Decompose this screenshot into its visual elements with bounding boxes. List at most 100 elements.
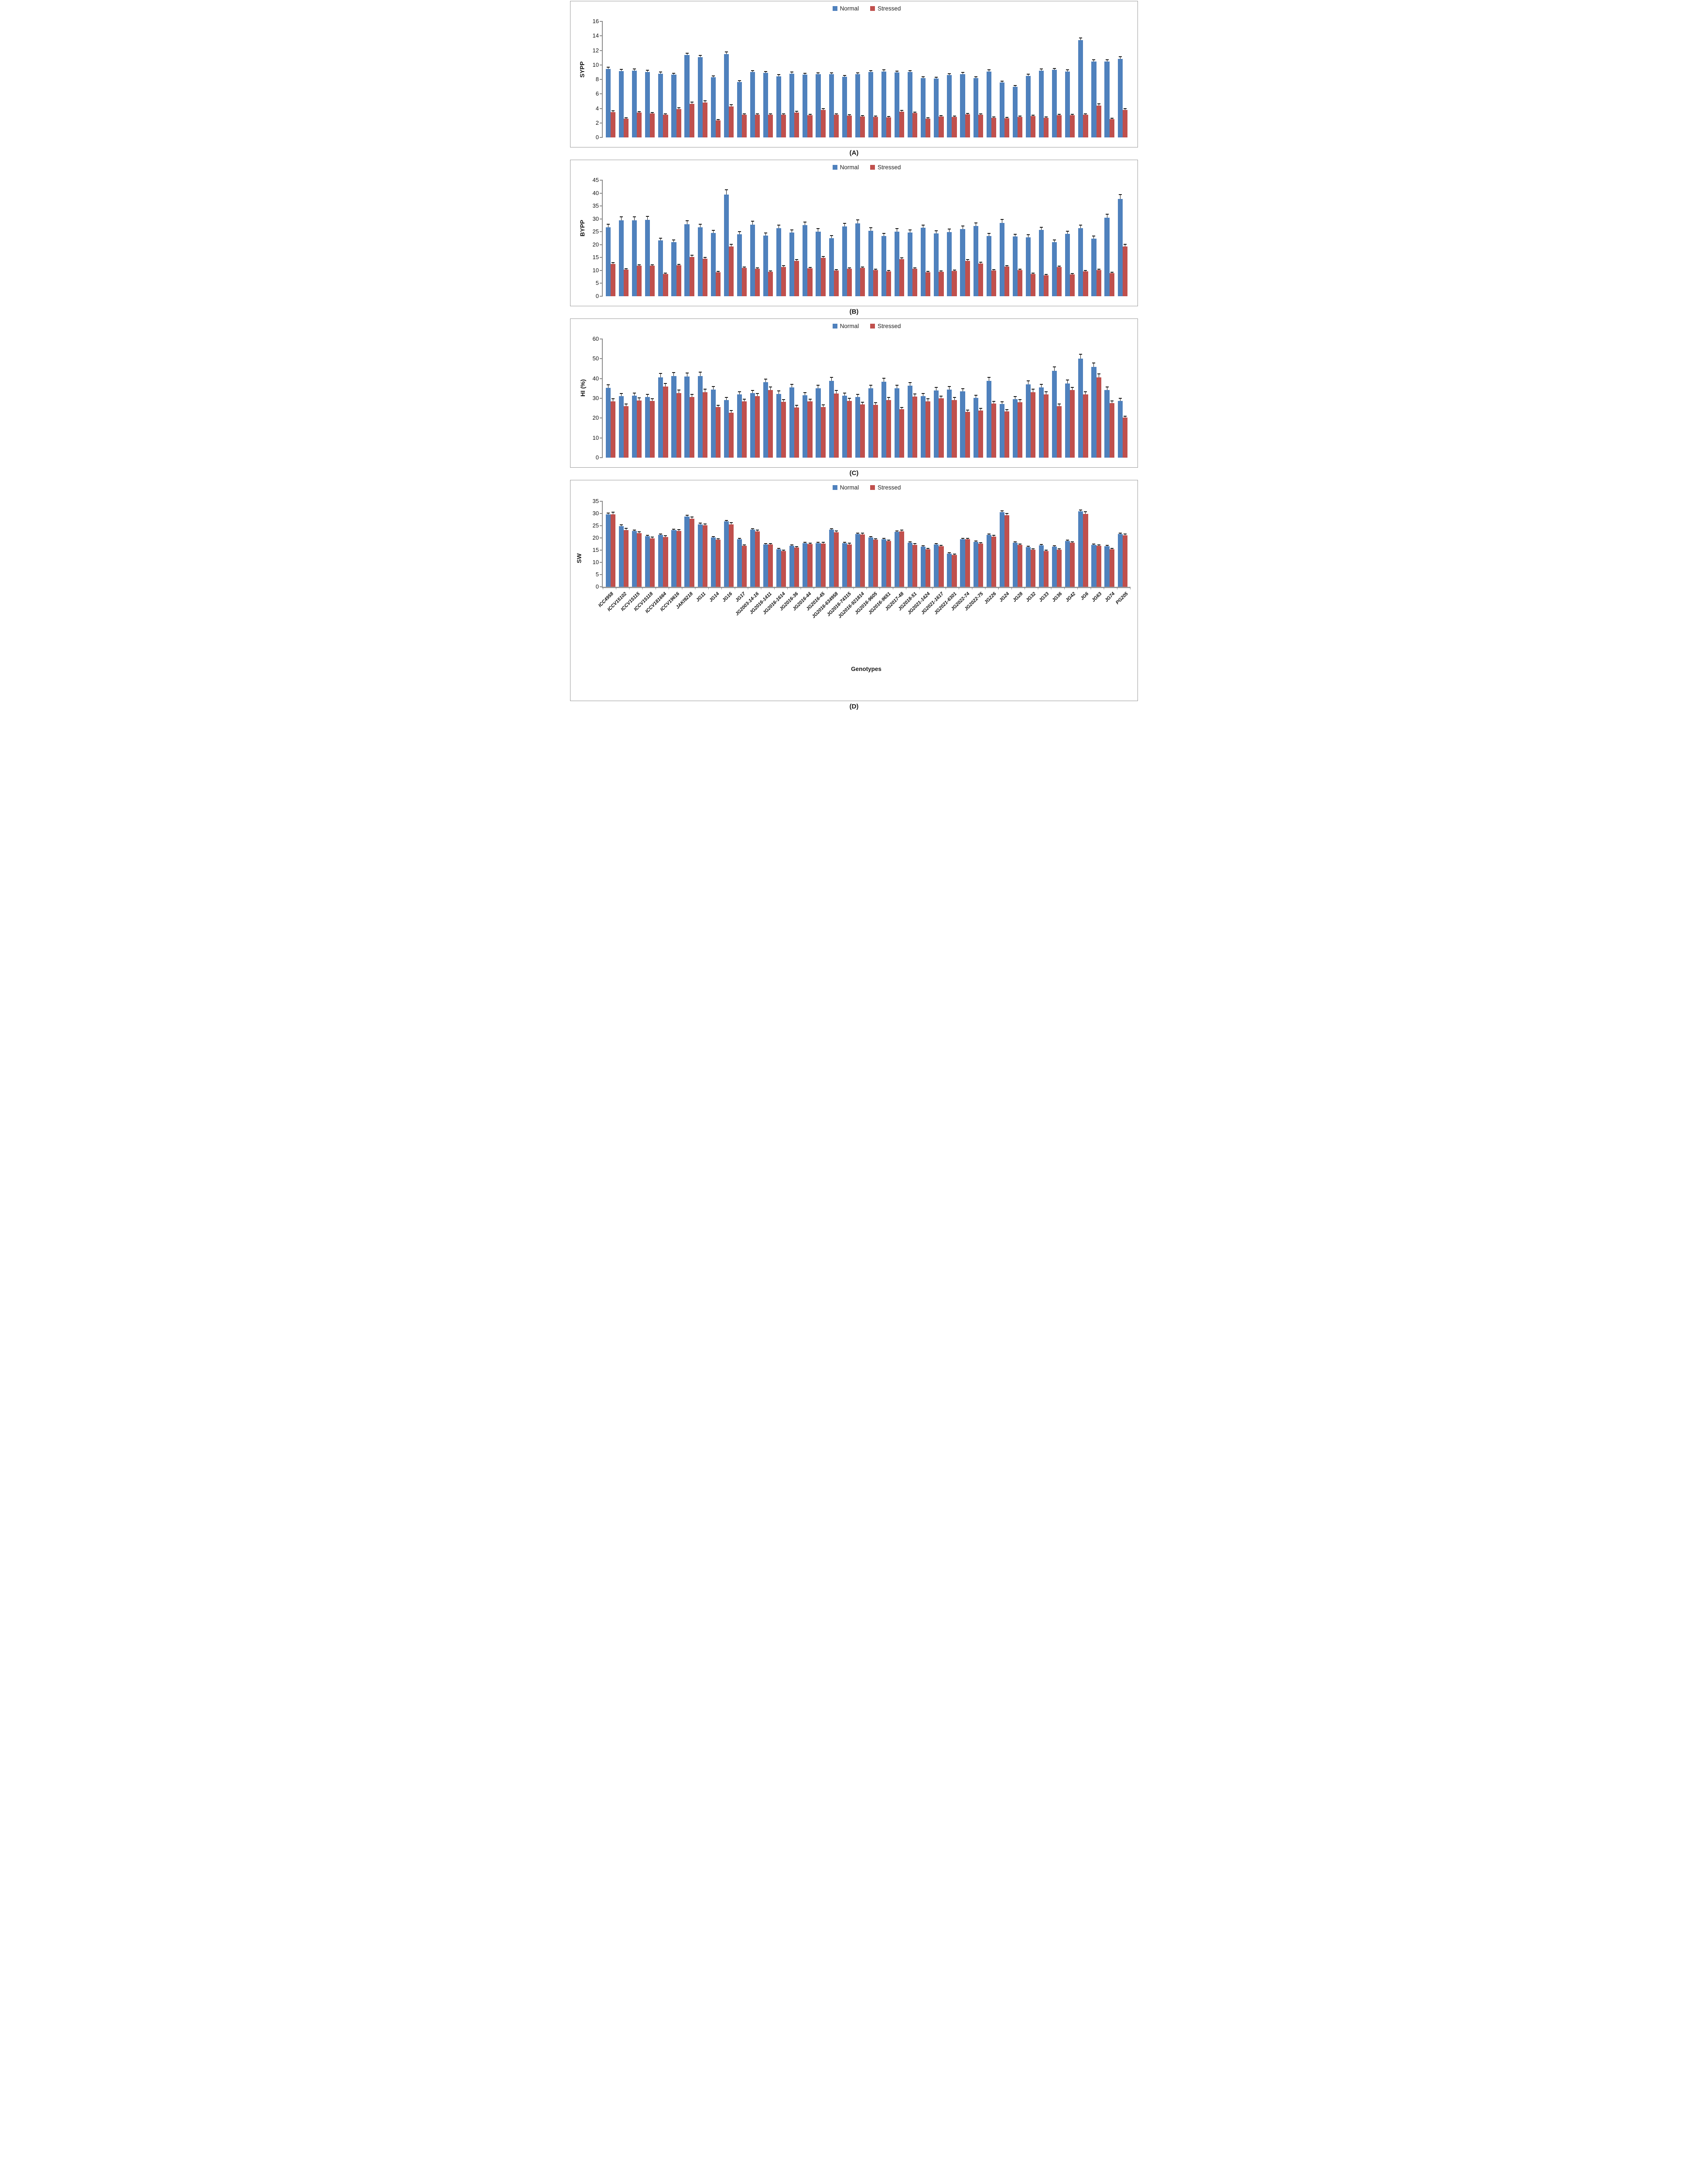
bar-normal-JG2003-14-16	[750, 221, 755, 296]
bar-group-ICCV19616	[670, 339, 683, 458]
bar-normal-JG2022-74	[960, 388, 965, 458]
bar-stressed-JAKI9218	[689, 102, 694, 137]
bar-stressed-JG2022-74	[965, 113, 970, 137]
error-bar	[620, 216, 623, 220]
bar-normal-JG2021-1617	[934, 387, 939, 458]
bar-normal-JG2016-74315	[842, 541, 847, 587]
bar-group-JG226	[985, 339, 998, 458]
bar-group-ICCV15115	[630, 21, 643, 137]
error-bar	[795, 259, 799, 261]
bar-group-JG2016-634958	[827, 501, 840, 587]
bar-stressed-JG2016-9651	[886, 116, 892, 137]
bar-stressed-JG2021-6301	[952, 397, 957, 458]
y-tick-label: 10	[592, 267, 599, 274]
bar-group-JG2016-44	[801, 180, 814, 296]
x-label-JG16: JG16	[721, 591, 734, 603]
y-tick-label: 0	[595, 134, 599, 140]
bar-group-JG2003-14-16	[748, 21, 762, 137]
legend-item-normal: Normal	[832, 5, 859, 12]
error-bar	[874, 402, 877, 405]
bar-normal-JG16	[724, 397, 729, 458]
bar-normal-JG2016-1411	[763, 71, 769, 137]
bar-normal-JG16	[724, 189, 729, 296]
y-tick-mark	[600, 205, 603, 207]
bar-stressed-JG2022-75	[978, 113, 983, 137]
bar-stressed-JG2016-634958	[834, 390, 839, 458]
bar-group-JG11	[696, 180, 709, 296]
error-bar	[756, 530, 759, 532]
bar-stressed-ICCV15115	[637, 264, 642, 296]
bar-group-JG2016-921814	[854, 180, 867, 296]
legend-item-normal: Normal	[832, 323, 859, 329]
x-label-JG28: JG28	[1011, 591, 1024, 603]
bar-stressed-JG2021-6301	[952, 115, 957, 137]
error-bar	[672, 528, 676, 531]
bar-normal-JG63	[1091, 362, 1097, 458]
bar-stressed-JG6	[1083, 511, 1088, 587]
error-bar	[620, 524, 623, 526]
error-bar	[847, 267, 851, 269]
bar-stressed-JG2021-1617	[939, 395, 944, 458]
bar-normal-JG2016-921814	[855, 72, 860, 137]
bar-normal-JG2017-48	[894, 530, 900, 587]
y-tick-label: 50	[592, 355, 599, 362]
bar-normal-JG2016-634958	[829, 72, 834, 137]
bar-group-ICCV181664	[656, 339, 670, 458]
bar-group-JG2016-9651	[880, 339, 893, 458]
bar-normal-JG2022-75	[973, 540, 978, 587]
bar-normal-JG2016-634958	[829, 376, 834, 458]
bar-normal-JG226	[986, 533, 991, 587]
bar-normal-JG17	[737, 231, 742, 296]
bar-group-JG2021-6301	[945, 339, 958, 458]
bar-group-JG14	[709, 180, 722, 296]
bar-stressed-ICCV15115	[637, 397, 642, 458]
bar-normal-JG6	[1078, 353, 1083, 458]
bar-stressed-JG14	[715, 271, 721, 296]
bar-stressed-JG17	[741, 544, 747, 587]
legend-stressed-swatch-icon	[870, 324, 875, 329]
bar-group-ICC4958	[604, 339, 617, 458]
error-bar	[887, 539, 891, 541]
bar-stressed-ICCV15118	[650, 536, 655, 587]
error-bar	[724, 397, 728, 400]
bar-normal-JG42	[1065, 380, 1070, 458]
bar-group-JG17	[735, 339, 748, 458]
bar-group-JG2016-36	[788, 501, 801, 587]
legend-normal-label: Normal	[840, 484, 859, 491]
x-label-JG33: JG33	[1038, 591, 1050, 603]
bar-stressed-JG2003-14-16	[755, 113, 760, 137]
y-tick-label: 0	[595, 293, 599, 299]
bar-normal-JG2016-44	[803, 72, 808, 137]
error-bar	[782, 265, 786, 267]
bar-normal-JG17	[737, 80, 742, 137]
bar-stressed-JG16	[728, 522, 734, 587]
x-label-JG6: JG6	[1079, 591, 1090, 602]
bar-normal-JG32	[1025, 234, 1031, 296]
bar-group-JG32	[1024, 501, 1037, 587]
error-bar	[856, 394, 859, 397]
bars-row	[603, 339, 1131, 458]
bar-normal-JG11	[697, 372, 703, 458]
bar-normal-JG2022-74	[960, 72, 965, 137]
bar-group-JG2021-6301	[945, 501, 958, 587]
error-bar	[756, 393, 759, 396]
bar-normal-PG205	[1117, 398, 1123, 458]
error-bar	[764, 378, 768, 383]
y-tick-label: 14	[592, 32, 599, 39]
bar-group-JG2018-51	[906, 501, 919, 587]
error-bar	[672, 72, 676, 75]
bar-stressed-JG32	[1031, 389, 1036, 458]
bar-normal-JG2016-921814	[855, 394, 860, 458]
error-bar	[834, 269, 838, 271]
y-tick-label: 10	[592, 61, 599, 68]
y-tick-label: 10	[592, 434, 599, 441]
bar-normal-JG2021-1424	[921, 224, 926, 296]
bar-normal-JG2016-36	[789, 229, 795, 296]
bar-stressed-JG14	[715, 538, 721, 587]
error-bar	[620, 69, 623, 71]
bar-group-JG2016-45	[814, 501, 827, 587]
bar-group-JG226	[985, 501, 998, 587]
bar-normal-JG17	[737, 391, 742, 458]
bar-stressed-JG2022-74	[965, 410, 970, 458]
bar-group-JG2016-45	[814, 339, 827, 458]
